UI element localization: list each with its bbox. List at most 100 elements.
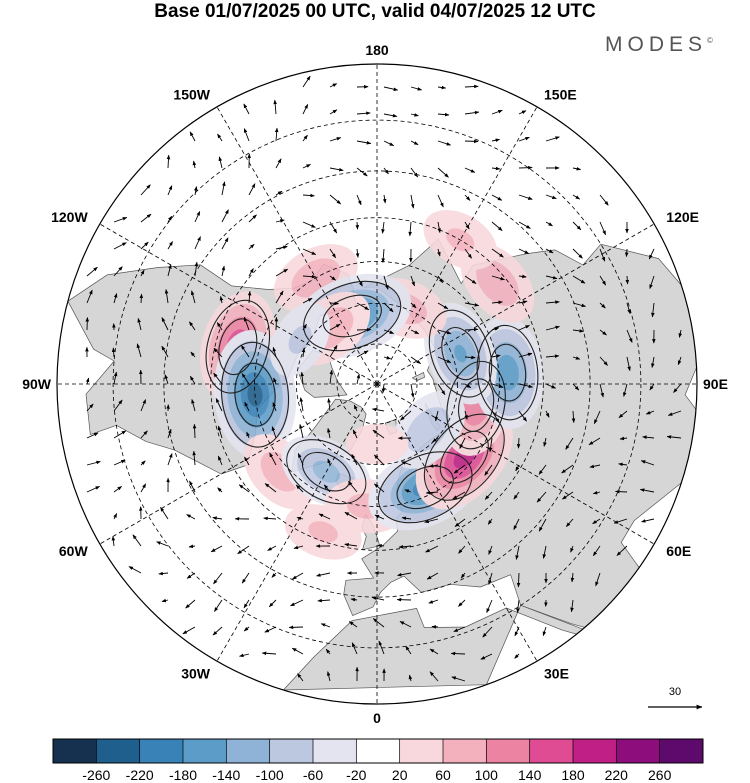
colorbar-segment xyxy=(269,739,314,763)
wind-vector xyxy=(299,423,304,439)
colorbar-tick-label: -20 xyxy=(346,767,366,783)
wind-vector xyxy=(459,437,466,449)
wind-vector xyxy=(248,243,255,250)
wind-vector xyxy=(329,83,338,88)
wind-vector xyxy=(464,167,476,173)
wind-vector xyxy=(410,383,415,398)
wind-vector xyxy=(243,128,250,142)
wind-vector xyxy=(491,109,503,115)
wind-vector xyxy=(486,599,493,614)
wind-vector xyxy=(194,186,198,196)
wind-vector xyxy=(291,647,304,655)
wind-vector xyxy=(113,371,118,385)
wind-vector xyxy=(518,274,527,279)
reference-vector-label: 30 xyxy=(669,686,681,698)
wind-vector xyxy=(215,397,223,412)
wind-vector xyxy=(464,410,468,420)
wind-vector xyxy=(290,599,304,607)
wind-vector xyxy=(371,407,385,412)
wind-vector xyxy=(167,241,173,250)
wind-vector xyxy=(348,621,358,628)
colorbar: -260 -220 -180 -140 -100 -60 -20 20 60 100 140 180 2… xyxy=(52,738,704,783)
wind-vector xyxy=(437,85,447,90)
wind-vector xyxy=(327,458,331,466)
wind-vector xyxy=(599,356,608,366)
wind-vector xyxy=(625,275,630,285)
wind-vector xyxy=(545,410,550,418)
contour-line xyxy=(234,362,276,427)
colorbar-tick-label: 220 xyxy=(605,767,629,783)
wind-vector xyxy=(356,194,362,206)
wind-vector xyxy=(243,626,250,632)
wind-vector xyxy=(302,193,315,198)
wind-vector xyxy=(561,464,574,474)
brand-mark: © xyxy=(707,36,713,45)
wind-vector xyxy=(113,266,123,277)
meridian-line xyxy=(216,383,378,662)
wind-vector xyxy=(491,300,503,305)
meridian-line xyxy=(376,383,655,545)
wind-vector xyxy=(329,323,341,331)
wind-vector xyxy=(543,437,547,447)
colorbar-segment xyxy=(443,739,487,763)
wind-vector xyxy=(626,302,631,315)
wind-vector xyxy=(592,518,601,525)
wind-vector xyxy=(491,327,500,331)
wind-vector xyxy=(453,626,466,633)
wind-vector xyxy=(626,329,633,343)
anomaly-level xyxy=(345,424,409,465)
colorbar-segment xyxy=(573,739,617,763)
wind-vector xyxy=(618,410,628,419)
wind-vector xyxy=(518,352,533,358)
wind-vector xyxy=(434,410,439,422)
wind-vector xyxy=(649,275,655,290)
wind-vector xyxy=(595,572,601,587)
severnaya-land xyxy=(412,372,425,381)
colorbar-segment xyxy=(226,739,270,763)
wind-vector xyxy=(545,275,558,280)
wind-vector xyxy=(161,317,169,331)
wind-vector xyxy=(273,377,277,385)
wind-vector xyxy=(491,248,504,258)
contour-line xyxy=(488,343,527,402)
wind-vector xyxy=(164,289,169,304)
wind-vector xyxy=(140,399,147,412)
wind-vector xyxy=(355,221,360,230)
wind-vector xyxy=(572,356,581,360)
wind-vector xyxy=(295,484,304,493)
wind-vector xyxy=(190,351,196,358)
wind-vector xyxy=(192,423,197,439)
wind-vector xyxy=(212,626,223,636)
wind-vector xyxy=(189,375,196,385)
wind-vector xyxy=(377,543,385,548)
wind-vector xyxy=(244,456,250,466)
wind-vector xyxy=(453,464,466,474)
wind-vector xyxy=(464,110,480,115)
wind-vector xyxy=(86,289,93,304)
wind-vector xyxy=(572,248,583,259)
wind-vector xyxy=(241,373,250,385)
wind-vector xyxy=(186,514,196,520)
contour-line xyxy=(396,465,454,510)
wind-vector xyxy=(572,383,580,391)
wind-vector xyxy=(599,194,609,206)
wind-vector xyxy=(132,534,142,547)
wind-vector xyxy=(297,673,304,682)
contour-line xyxy=(428,309,493,398)
wind-vector xyxy=(571,410,576,423)
wind-vector xyxy=(275,190,283,196)
wind-vector xyxy=(437,248,441,257)
wind-vector xyxy=(113,430,127,439)
wind-vector xyxy=(572,329,584,333)
wind-vector xyxy=(216,322,223,331)
wind-vector xyxy=(570,545,574,553)
wind-vector xyxy=(673,383,682,393)
contour-line xyxy=(439,430,489,484)
wind-vector xyxy=(316,572,331,577)
wind-vector xyxy=(318,513,331,520)
wind-vector xyxy=(243,599,250,609)
wind-vector xyxy=(593,410,601,425)
wind-vector xyxy=(383,355,392,360)
wind-vector xyxy=(302,274,317,279)
wind-vector xyxy=(488,545,493,555)
